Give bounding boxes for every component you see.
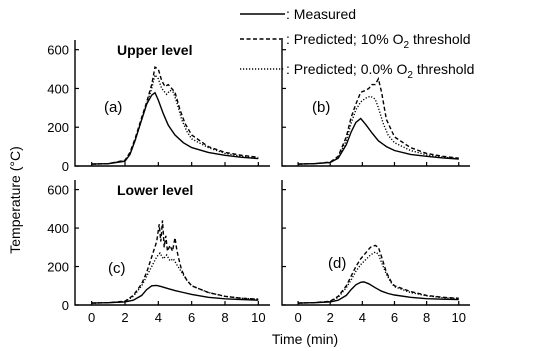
x-tick-label: 2 [327, 310, 334, 325]
panel-2: 0 2 4 6 8 10 0 200 400 600 (c) [47, 180, 270, 325]
panel-1: (b) [281, 40, 470, 167]
legend-label-predicted-10-sub: 2 [404, 40, 410, 51]
panel-0: 0 200 400 600 (a) [47, 40, 270, 174]
row-title-upper: Upper level [117, 42, 192, 58]
y-axis-label: Temperature (°C) [7, 146, 23, 254]
series-p00 [91, 251, 259, 304]
y-tick-label: 200 [47, 260, 69, 275]
y-tick-label: 200 [47, 120, 69, 135]
x-tick-label: 10 [251, 310, 265, 325]
panel-3: 0 2 4 6 8 10 (d) [281, 180, 470, 325]
legend-label-predicted-00-post: threshold [413, 61, 474, 77]
panel-axes [281, 40, 470, 167]
series-p10 [298, 244, 459, 304]
legend: : Measured : Predicted; 10% O2 threshold… [240, 6, 474, 81]
series-p10 [91, 65, 259, 165]
panel-id-label: (b) [312, 99, 330, 116]
series-measured [298, 117, 459, 165]
series-p10 [298, 76, 459, 165]
x-tick-label: 0 [88, 310, 95, 325]
series-measured [91, 91, 259, 165]
x-tick-label: 8 [423, 310, 430, 325]
legend-label-measured: : Measured [286, 6, 356, 22]
legend-label-predicted-00-sub: 2 [407, 70, 413, 81]
legend-label-predicted-10-post: threshold [409, 31, 470, 47]
x-tick-label: 6 [391, 310, 398, 325]
series-p00 [298, 251, 459, 304]
panel-axes [74, 180, 270, 306]
legend-label-predicted-00-pre: : Predicted; 0.0% O [286, 61, 408, 77]
row-title-lower: Lower level [117, 182, 193, 198]
panel-id-label: (d) [328, 255, 346, 272]
y-tick-label: 0 [62, 298, 69, 313]
panel-id-label: (a) [104, 99, 122, 116]
x-tick-label: 4 [155, 310, 162, 325]
x-tick-label: 6 [188, 310, 195, 325]
series-p00 [91, 73, 259, 165]
legend-label-predicted-10-pre: : Predicted; 10% O [286, 31, 404, 47]
x-tick-label: 10 [452, 310, 466, 325]
x-tick-label: 0 [294, 310, 301, 325]
y-tick-label: 600 [47, 183, 69, 198]
legend-label-predicted-10: : Predicted; 10% O2 threshold [286, 31, 471, 51]
x-tick-label: 8 [221, 310, 228, 325]
legend-label-predicted-00: : Predicted; 0.0% O2 threshold [286, 61, 474, 81]
y-tick-label: 400 [47, 81, 69, 96]
x-tick-label: 4 [359, 310, 366, 325]
series-measured [91, 284, 259, 304]
y-tick-label: 400 [47, 221, 69, 236]
panels: 0 200 400 600 (a) (b) 0 2 4 6 8 10 0 200 400 600 (c) 0 2 4 6… [47, 40, 470, 325]
y-tick-label: 0 [62, 159, 69, 174]
x-tick-label: 2 [121, 310, 128, 325]
y-tick-label: 600 [47, 43, 69, 58]
series-measured [298, 281, 459, 304]
panel-axes [281, 180, 470, 306]
x-axis-label: Time (min) [272, 331, 338, 347]
panel-id-label: (c) [108, 260, 126, 277]
